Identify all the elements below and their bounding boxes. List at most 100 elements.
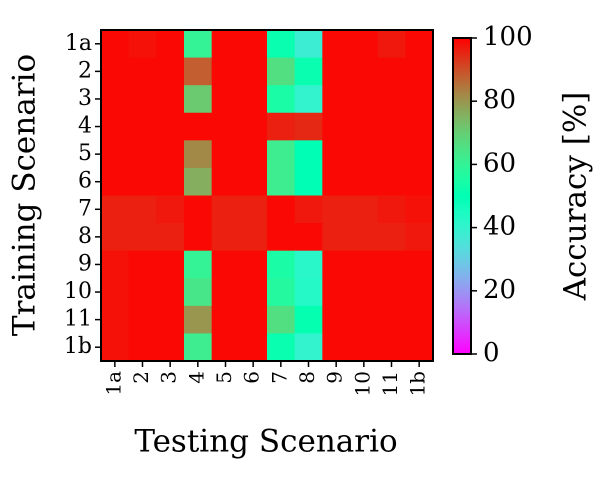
heatmap-cell <box>128 333 157 362</box>
heatmap-cell <box>128 223 157 252</box>
x-tick-label: 10 <box>350 371 374 396</box>
heatmap-cell <box>350 167 379 197</box>
heatmap-cell <box>322 305 351 335</box>
heatmap-cell <box>239 305 268 335</box>
x-tick-label: 11 <box>378 371 402 396</box>
heatmap-cell <box>267 305 296 335</box>
heatmap-cell <box>267 195 296 224</box>
heatmap-cell <box>405 305 434 335</box>
heatmap-cell <box>294 223 323 252</box>
heatmap-cell <box>350 57 379 86</box>
heatmap-cell <box>128 250 157 279</box>
heatmap-cell <box>211 223 240 252</box>
colorbar <box>452 37 472 355</box>
heatmap-cell <box>239 333 268 362</box>
heatmap-cell <box>322 167 351 197</box>
x-tick-label: 5 <box>212 371 236 384</box>
heatmap-cell <box>101 278 130 307</box>
heatmap-cell <box>128 112 157 141</box>
heatmap-cell <box>101 333 130 362</box>
x-tick-label: 4 <box>184 371 208 384</box>
x-tick-label: 1b <box>406 371 430 397</box>
heatmap-cell <box>405 278 434 307</box>
heatmap-cell <box>405 250 434 279</box>
heatmap-cell <box>128 195 157 224</box>
y-axis-label: Training Scenario <box>7 54 43 336</box>
y-tick-label: 7 <box>78 196 92 221</box>
heatmap-cell <box>405 57 434 86</box>
heatmap-cell <box>184 30 213 59</box>
heatmap-cell <box>350 278 379 307</box>
heatmap-cell <box>294 305 323 335</box>
x-axis-label: Testing Scenario <box>134 424 397 460</box>
heatmap-cell <box>267 140 296 169</box>
heatmap-cell <box>156 305 185 335</box>
colorbar-tick-label: 100 <box>483 22 533 52</box>
heatmap-cell <box>156 167 185 197</box>
heatmap-cell <box>184 112 213 141</box>
colorbar-tick-label: 60 <box>483 148 516 178</box>
y-tick-label: 5 <box>78 141 92 166</box>
heatmap-cell <box>128 85 157 114</box>
heatmap-cell <box>405 333 434 362</box>
heatmap-cell <box>128 305 157 335</box>
heatmap-cell <box>377 57 406 86</box>
heatmap-cell <box>101 250 130 279</box>
heatmap-cell <box>294 85 323 114</box>
heatmap-cell <box>239 57 268 86</box>
heatmap-cell <box>128 140 157 169</box>
heatmap-cell <box>294 278 323 307</box>
heatmap-cell <box>156 333 185 362</box>
x-tick-label: 1a <box>101 371 125 396</box>
heatmap-cell <box>239 85 268 114</box>
heatmap-cell <box>184 195 213 224</box>
heatmap-cell <box>101 112 130 141</box>
heatmap-cell <box>322 57 351 86</box>
heatmap-cell <box>377 278 406 307</box>
heatmap-cell <box>377 140 406 169</box>
x-tick-label: 8 <box>295 371 319 384</box>
heatmap-cell <box>322 333 351 362</box>
heatmap-cell <box>156 250 185 279</box>
heatmap-cell <box>211 167 240 197</box>
heatmap-cell <box>128 278 157 307</box>
heatmap-cell <box>267 223 296 252</box>
heatmap-cell <box>267 250 296 279</box>
heatmap-cell <box>184 140 213 169</box>
heatmap-cell <box>239 250 268 279</box>
heatmap-cell <box>294 195 323 224</box>
heatmap-cell <box>211 333 240 362</box>
y-tick-label: 1b <box>64 334 92 359</box>
heatmap-cell <box>156 30 185 59</box>
heatmap-cell <box>350 195 379 224</box>
heatmap-cell <box>350 30 379 59</box>
heatmap-cell <box>377 30 406 59</box>
heatmap-cell <box>101 140 130 169</box>
heatmap-cell <box>294 30 323 59</box>
heatmap-cell <box>101 30 130 59</box>
heatmap-cell <box>350 305 379 335</box>
heatmap-cell <box>156 57 185 86</box>
heatmap-cell <box>267 112 296 141</box>
heatmap-cell <box>405 167 434 197</box>
heatmap-cell <box>350 140 379 169</box>
heatmap-cell <box>101 195 130 224</box>
x-tick-label: 7 <box>267 371 291 384</box>
heatmap-cell <box>322 112 351 141</box>
heatmap-cell <box>294 250 323 279</box>
heatmap-cell <box>322 85 351 114</box>
heatmap-cell <box>294 333 323 362</box>
heatmap-cell <box>184 305 213 335</box>
heatmap-cell <box>267 30 296 59</box>
y-tick-label: 8 <box>78 224 92 249</box>
heatmap-cell <box>239 278 268 307</box>
x-tick-labels: 1a 2 3 4 5 6 7 8 9 10 11 1b <box>101 361 430 397</box>
heatmap-cell <box>377 223 406 252</box>
heatmap-cell <box>294 112 323 141</box>
heatmap-cell <box>350 250 379 279</box>
heatmap-cell <box>377 112 406 141</box>
heatmap-cell <box>239 167 268 197</box>
heatmap-cell <box>211 30 240 59</box>
heatmap-cell <box>377 85 406 114</box>
